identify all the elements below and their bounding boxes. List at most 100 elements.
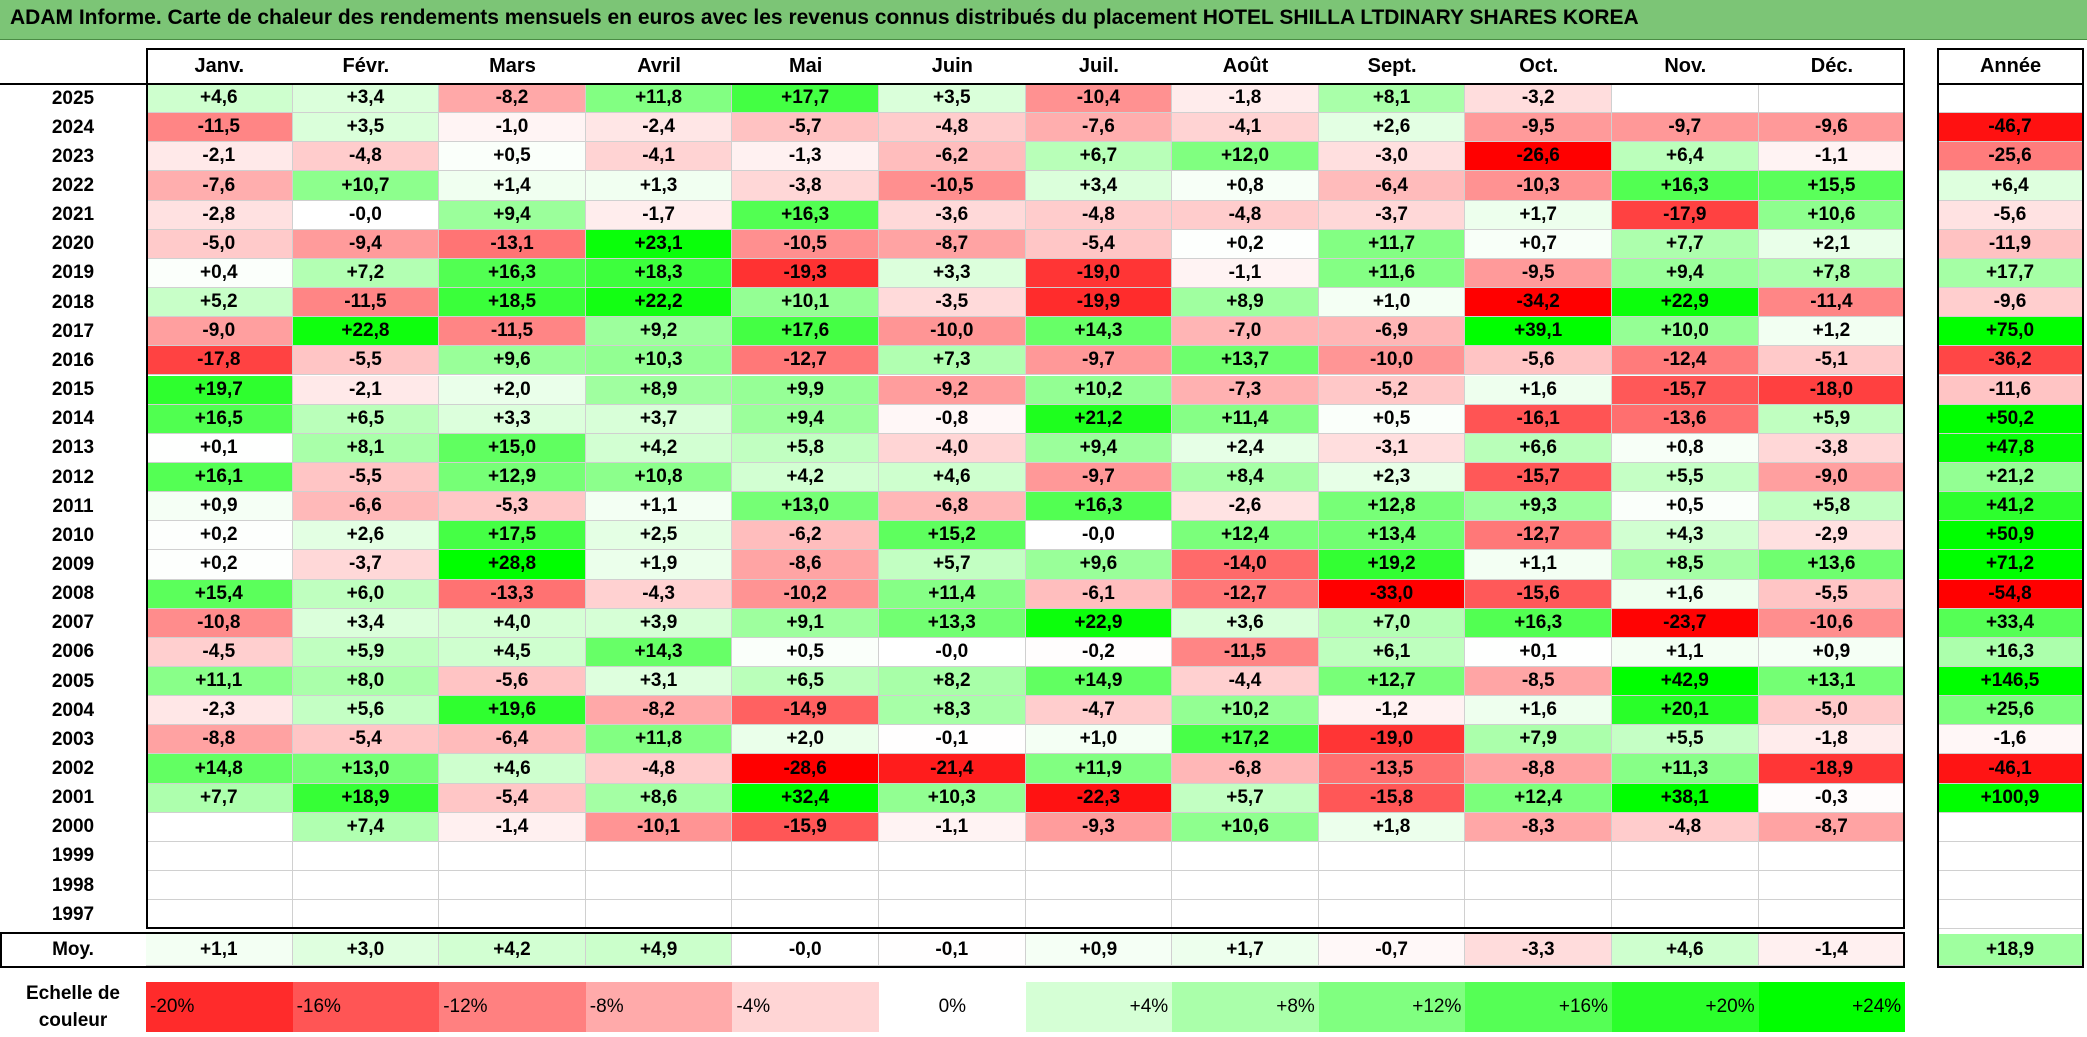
heatmap-cell: -8,3 — [1465, 812, 1612, 842]
scale-step: -4% — [732, 982, 879, 1032]
heatmap-cell: -14,0 — [1172, 550, 1319, 580]
heatmap-cell: -6,6 — [292, 492, 440, 522]
heatmap-cell: -15,9 — [732, 812, 879, 842]
month-header: Sept. — [1367, 54, 1417, 77]
heatmap-cell: +0,5 — [1318, 404, 1466, 434]
scale-step: -8% — [585, 982, 733, 1032]
heatmap-cell: -13,3 — [439, 579, 586, 609]
heatmap-cell: +9,2 — [585, 317, 733, 347]
heatmap-cell — [1465, 900, 1612, 930]
heatmap-cell — [439, 871, 586, 901]
heatmap-cell: +9,3 — [1465, 492, 1612, 522]
heatmap-cell — [1025, 871, 1173, 901]
heatmap-cell — [1465, 841, 1612, 872]
heatmap-cell: -8,7 — [879, 229, 1026, 259]
heatmap-cell: -19,9 — [1025, 288, 1173, 318]
annual-cell: -25,6 — [1938, 142, 2083, 172]
month-header: Avril — [637, 54, 681, 77]
average-cell: +4,9 — [585, 934, 733, 966]
heatmap-cell: +28,8 — [439, 550, 586, 580]
heatmap-cell: -8,8 — [1465, 754, 1612, 784]
scale-step: 0% — [879, 982, 1026, 1032]
annual-cell: +17,7 — [1938, 258, 2083, 289]
heatmap-cell — [1172, 841, 1319, 872]
heatmap-cell: +0,4 — [146, 258, 293, 289]
heatmap-cell: +10,2 — [1025, 375, 1173, 405]
heatmap-cell — [1612, 871, 1759, 901]
year-label: 2012 — [51, 466, 95, 488]
heatmap-cell: +6,6 — [1465, 433, 1612, 463]
year-label: 2005 — [51, 670, 95, 692]
heatmap-cell: +10,7 — [292, 171, 440, 201]
annual-cell: +41,2 — [1938, 492, 2083, 522]
heatmap-cell: -19,3 — [732, 258, 879, 289]
heatmap-cell: +1,8 — [1318, 812, 1466, 842]
heatmap-cell: -1,1 — [1172, 258, 1319, 289]
annual-cell: -46,1 — [1938, 754, 2083, 784]
heatmap-cell: +11,4 — [1172, 404, 1319, 434]
heatmap-cell: +2,1 — [1758, 229, 1906, 259]
heatmap-cell: -0,0 — [292, 200, 440, 230]
heatmap-cell: -5,1 — [1758, 346, 1906, 376]
heatmap-cell: +18,9 — [292, 783, 440, 813]
heatmap-cell: -4,8 — [1172, 200, 1319, 230]
annual-cell: -5,6 — [1938, 200, 2083, 230]
heatmap-cell: +12,8 — [1318, 492, 1466, 522]
heatmap-cell: +4,2 — [732, 462, 879, 493]
heatmap-cell: -7,6 — [1025, 113, 1173, 143]
heatmap-cell: -6,4 — [439, 725, 586, 755]
heatmap-cell: +10,3 — [879, 783, 1026, 813]
heatmap-cell: -4,8 — [292, 142, 440, 172]
heatmap-cell: +3,5 — [879, 84, 1026, 114]
average-cell: -3,3 — [1465, 934, 1612, 966]
heatmap-cell: -4,1 — [585, 142, 733, 172]
heatmap-cell — [1172, 900, 1319, 930]
heatmap-cell: +17,5 — [439, 521, 586, 551]
heatmap-cell: -0,1 — [879, 725, 1026, 755]
year-label: 2009 — [51, 553, 95, 575]
month-header: Janv. — [194, 54, 245, 77]
heatmap-cell: -12,7 — [1172, 579, 1319, 609]
heatmap-cell: +2,0 — [439, 375, 586, 405]
heatmap-cell: +4,6 — [146, 84, 293, 114]
heatmap-cell: -18,9 — [1758, 754, 1906, 784]
year-label: 2002 — [51, 758, 95, 779]
year-label: 2016 — [51, 349, 95, 371]
heatmap-cell: -6,8 — [1172, 754, 1319, 784]
heatmap-cell: -0,3 — [1758, 783, 1906, 813]
month-header: Nov. — [1664, 54, 1707, 77]
scale-step: +20% — [1612, 982, 1759, 1032]
heatmap-cell — [879, 900, 1026, 930]
heatmap-cell — [585, 871, 733, 901]
heatmap-cell: +3,1 — [585, 667, 733, 697]
heatmap-cell: +9,4 — [732, 404, 879, 434]
heatmap-cell: -9,7 — [1025, 346, 1173, 376]
heatmap-cell: -8,5 — [1465, 667, 1612, 697]
annual-cell: +47,8 — [1938, 433, 2083, 463]
year-label: 2006 — [51, 641, 95, 663]
heatmap-cell: +3,7 — [585, 404, 733, 434]
heatmap-cell: +5,8 — [732, 433, 879, 463]
heatmap-cell: -10,6 — [1758, 608, 1906, 638]
heatmap-cell: -3,7 — [1318, 200, 1466, 230]
year-label: 2004 — [51, 699, 95, 721]
heatmap-cell — [146, 812, 293, 842]
heatmap-cell: +16,3 — [1612, 171, 1759, 201]
heatmap-cell: -0,0 — [1025, 521, 1173, 551]
heatmap-cell: -3,0 — [1318, 142, 1466, 172]
heatmap-cell: -6,8 — [879, 492, 1026, 522]
month-header: Déc. — [1810, 54, 1854, 77]
heatmap-cell: +3,3 — [439, 404, 586, 434]
heatmap-cell: -5,4 — [439, 783, 586, 813]
annual-cell: -54,8 — [1938, 579, 2083, 609]
heatmap-cell: +7,8 — [1758, 258, 1906, 289]
heatmap-cell: +8,6 — [585, 783, 733, 813]
heatmap-cell: -10,5 — [879, 171, 1026, 201]
heatmap-cell: -6,1 — [1025, 579, 1173, 609]
heatmap-cell: +19,2 — [1318, 550, 1466, 580]
heatmap-cell: -23,7 — [1612, 608, 1759, 638]
heatmap-cell: +7,2 — [292, 258, 440, 289]
heatmap-cell — [732, 841, 879, 872]
heatmap-cell: +8,9 — [1172, 288, 1319, 318]
heatmap-cell: +10,0 — [1612, 317, 1759, 347]
